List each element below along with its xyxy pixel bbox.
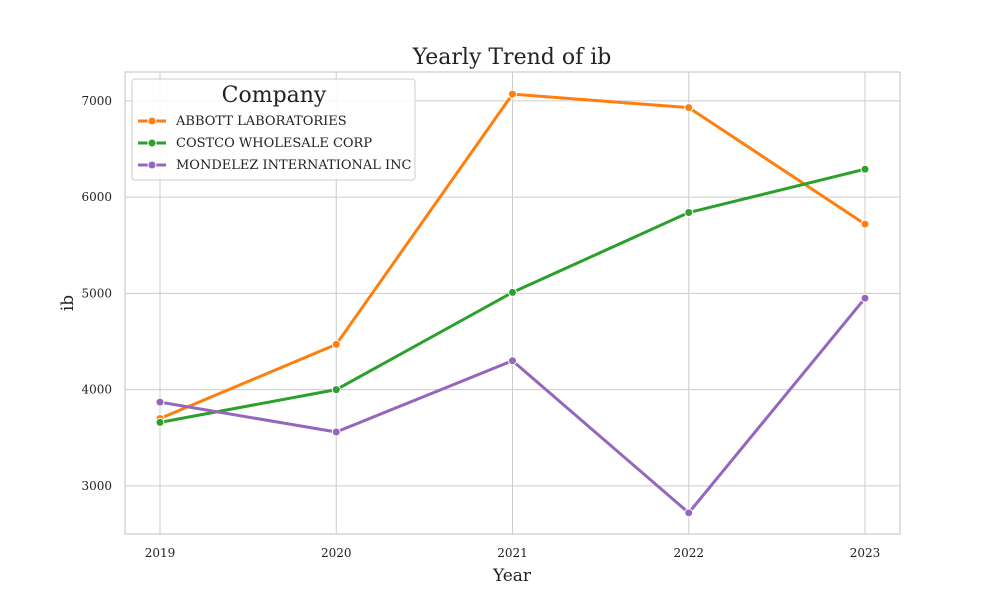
data-point [508, 356, 517, 366]
legend-swatch-marker [147, 160, 157, 170]
ticks: 2019 2020 2021 2022 2023 3000 4000 5000 6000 7000 [81, 94, 880, 560]
chart-title: Yearly Trend of ib [412, 45, 612, 70]
data-point [860, 164, 870, 174]
y-tick-label: 5000 [81, 286, 112, 300]
y-tick-label: 7000 [81, 94, 112, 108]
y-axis-label: ib [58, 295, 78, 311]
data-point [508, 287, 517, 297]
x-tick-label: 2020 [321, 546, 352, 560]
data-point [684, 103, 694, 113]
data-point [155, 397, 165, 407]
data-point [331, 427, 341, 437]
data-point [860, 219, 870, 229]
legend: Company ABBOTT LABORATORIES COSTCO WHOLES… [131, 78, 416, 181]
y-tick-label: 3000 [81, 479, 112, 493]
y-tick-label: 4000 [81, 383, 112, 397]
legend-swatch-marker [147, 116, 157, 126]
legend-entry: ABBOTT LABORATORIES [175, 114, 347, 129]
x-tick-label: 2021 [497, 546, 528, 560]
legend-box [131, 78, 416, 181]
x-axis-label: Year [492, 566, 532, 586]
data-point [508, 89, 517, 99]
x-tick-label: 2019 [145, 546, 176, 560]
data-point [684, 508, 694, 518]
data-point [860, 293, 870, 303]
x-tick-label: 2022 [673, 546, 704, 560]
plot-frame [124, 71, 901, 535]
data-point [331, 339, 341, 349]
y-tick-label: 6000 [81, 190, 112, 204]
x-tick-label: 2023 [850, 546, 881, 560]
legend-entry: COSTCO WHOLESALE CORP [176, 136, 372, 151]
legend-entry: MONDELEZ INTERNATIONAL INC [176, 158, 412, 173]
legend-swatch-marker [147, 138, 157, 148]
data-point [155, 417, 165, 427]
legend-title: Company [222, 83, 327, 108]
data-point [684, 208, 694, 218]
series-group [155, 89, 870, 518]
data-point [331, 385, 341, 395]
